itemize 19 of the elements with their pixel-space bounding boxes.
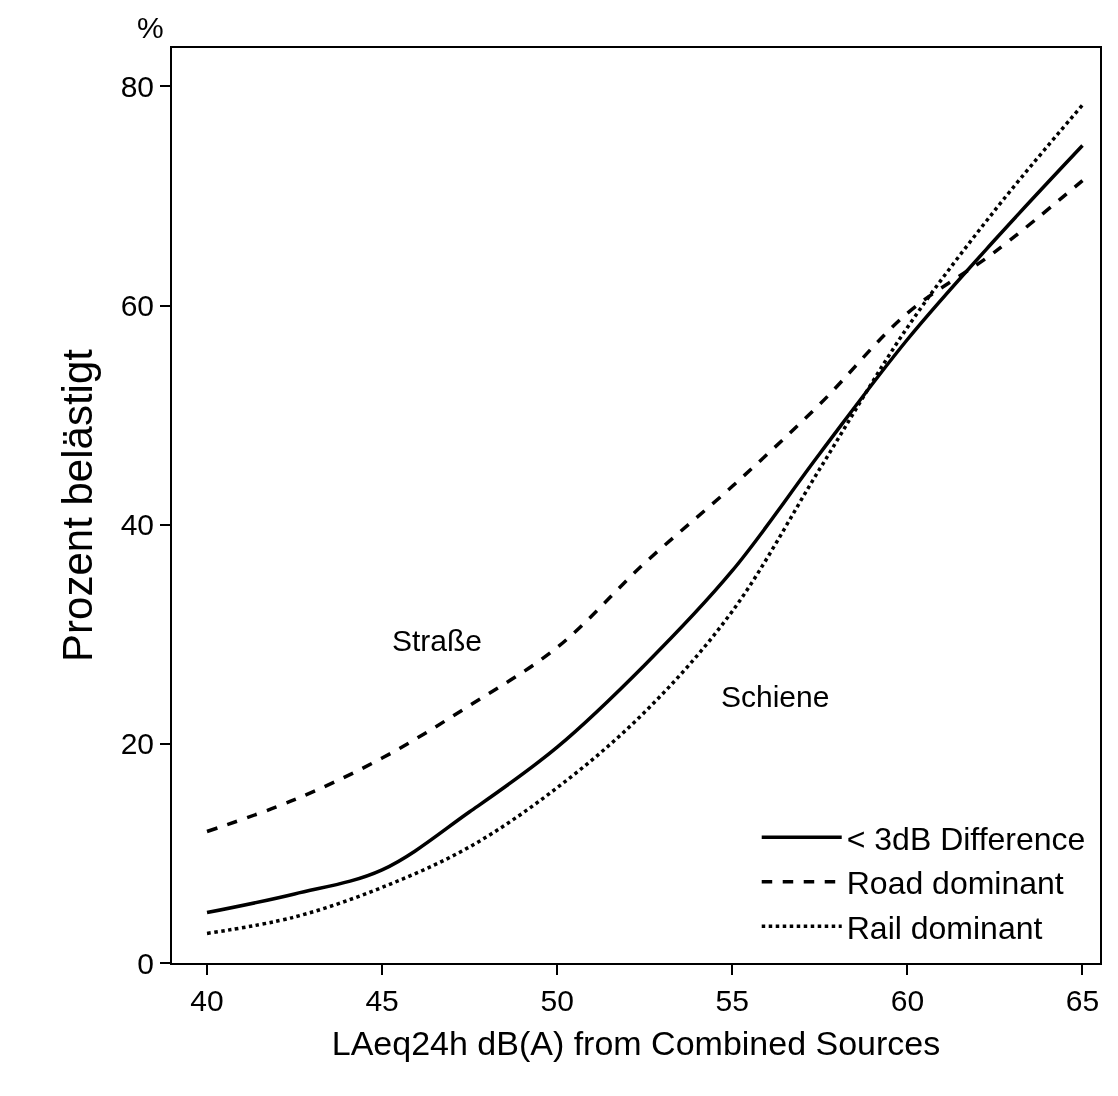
y-tick-label: 60 — [120, 289, 154, 323]
x-tick-label: 45 — [365, 984, 399, 1017]
y-axis-title: Prozent belästigt — [53, 348, 101, 662]
legend-label: < 3dB Difference — [846, 820, 1086, 857]
y-tick-label: 40 — [120, 508, 154, 542]
x-tick-label: 60 — [890, 984, 925, 1017]
annotation: Schiene — [721, 680, 830, 713]
x-tick-label: 40 — [190, 984, 224, 1017]
legend-label: Rail dominant — [846, 909, 1043, 946]
y-tick-label: 80 — [120, 69, 154, 103]
x-tick-label: 55 — [715, 984, 749, 1017]
x-tick-label: 50 — [540, 984, 574, 1017]
y-tick-label: 20 — [120, 727, 154, 761]
text: % — [137, 11, 164, 44]
annotation: Straße — [392, 624, 483, 657]
y-tick-label: 0 — [137, 946, 154, 980]
x-tick-label: 65 — [1065, 984, 1100, 1017]
x-axis-title: LAeq24h dB(A) from Combined Sources — [331, 1023, 941, 1062]
legend-label: Road dominant — [846, 865, 1064, 902]
